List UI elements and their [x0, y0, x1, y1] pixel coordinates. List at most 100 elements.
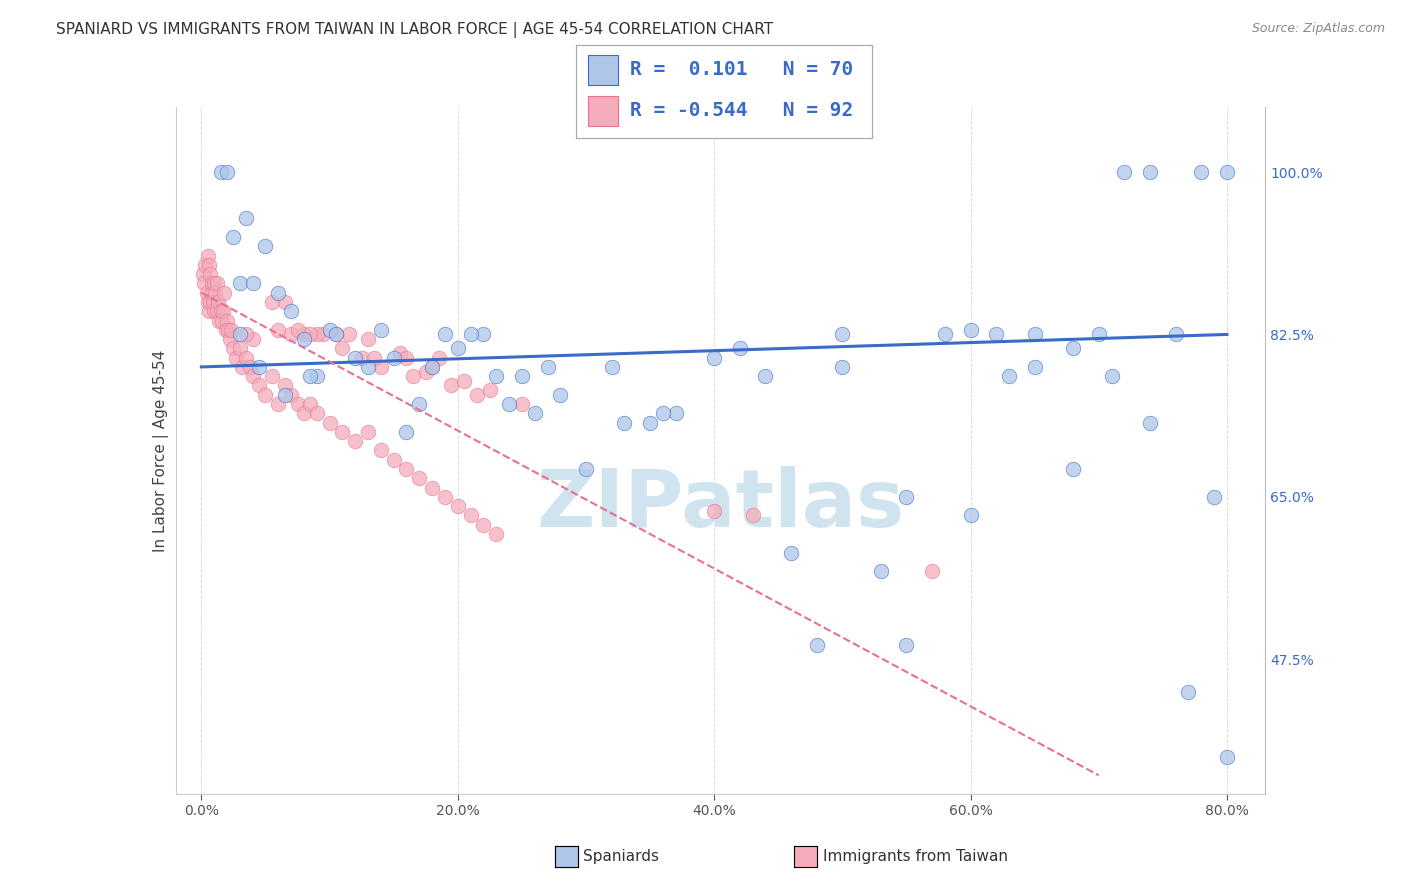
Point [198, 258, 221, 272]
Point [318, 323, 340, 337]
Point [225, 351, 247, 365]
Point [191, 267, 214, 281]
Point [201, 295, 224, 310]
Point [273, 295, 295, 310]
Point [806, 639, 828, 653]
Point [453, 374, 475, 388]
Point [273, 388, 295, 402]
Point [318, 416, 340, 430]
Point [299, 327, 322, 342]
Point [239, 359, 262, 374]
Bar [588, 96, 617, 126]
Point [267, 323, 290, 337]
Point [402, 369, 425, 384]
Point [754, 369, 776, 384]
Point [1189, 165, 1212, 179]
Point [1101, 369, 1123, 384]
Point [780, 545, 803, 559]
Point [215, 323, 238, 337]
Point [200, 295, 222, 310]
Point [382, 351, 405, 365]
Point [1087, 327, 1109, 342]
Point [1139, 165, 1161, 179]
Point [408, 471, 430, 485]
Point [231, 359, 253, 374]
Point [357, 332, 380, 346]
Point [260, 369, 283, 384]
Point [485, 527, 508, 541]
Point [211, 313, 233, 327]
Point [332, 425, 354, 439]
Point [440, 378, 463, 392]
Point [219, 323, 242, 337]
Point [205, 277, 228, 291]
Point [363, 351, 385, 365]
Point [217, 323, 239, 337]
Bar [588, 55, 617, 85]
Point [312, 327, 335, 342]
Point [460, 327, 482, 342]
Point [498, 397, 520, 411]
Point [205, 304, 228, 318]
Point [209, 304, 232, 318]
Point [523, 406, 546, 420]
Point [472, 327, 495, 342]
Point [1114, 165, 1136, 179]
Point [292, 332, 315, 346]
Point [305, 327, 328, 342]
Point [218, 332, 240, 346]
Point [254, 388, 277, 402]
Point [998, 369, 1021, 384]
Point [741, 508, 763, 523]
Point [299, 397, 322, 411]
Text: R =  0.101   N = 70: R = 0.101 N = 70 [630, 61, 853, 79]
Point [395, 351, 418, 365]
Point [1024, 359, 1046, 374]
Point [194, 258, 217, 272]
Point [198, 304, 221, 318]
Point [1177, 685, 1199, 699]
Point [665, 406, 688, 420]
Point [510, 397, 533, 411]
Point [1139, 416, 1161, 430]
Y-axis label: In Labor Force | Age 45-54: In Labor Force | Age 45-54 [153, 350, 169, 551]
Point [357, 359, 380, 374]
Point [613, 416, 636, 430]
Point [197, 248, 219, 262]
Point [465, 388, 488, 402]
Text: Immigrants from Taiwan: Immigrants from Taiwan [823, 849, 1008, 863]
Point [195, 285, 218, 300]
Point [485, 369, 508, 384]
Point [1062, 462, 1084, 476]
Point [433, 490, 456, 504]
Point [447, 499, 470, 513]
Point [215, 313, 238, 327]
Point [472, 517, 495, 532]
Point [235, 211, 257, 226]
Point [235, 351, 257, 365]
Point [267, 285, 290, 300]
Point [292, 406, 315, 420]
Point [200, 267, 222, 281]
Point [427, 351, 450, 365]
Point [201, 285, 224, 300]
Point [344, 434, 367, 449]
Point [959, 323, 981, 337]
Point [959, 508, 981, 523]
Point [204, 285, 226, 300]
Point [299, 369, 322, 384]
Point [600, 359, 623, 374]
Point [215, 165, 238, 179]
Point [420, 481, 443, 495]
Point [292, 327, 315, 342]
Point [332, 342, 354, 356]
Point [202, 277, 225, 291]
Point [208, 313, 231, 327]
Point [447, 342, 470, 356]
Point [287, 323, 309, 337]
Point [280, 304, 302, 318]
Point [370, 323, 392, 337]
Point [433, 327, 456, 342]
Point [934, 327, 956, 342]
Point [247, 359, 270, 374]
